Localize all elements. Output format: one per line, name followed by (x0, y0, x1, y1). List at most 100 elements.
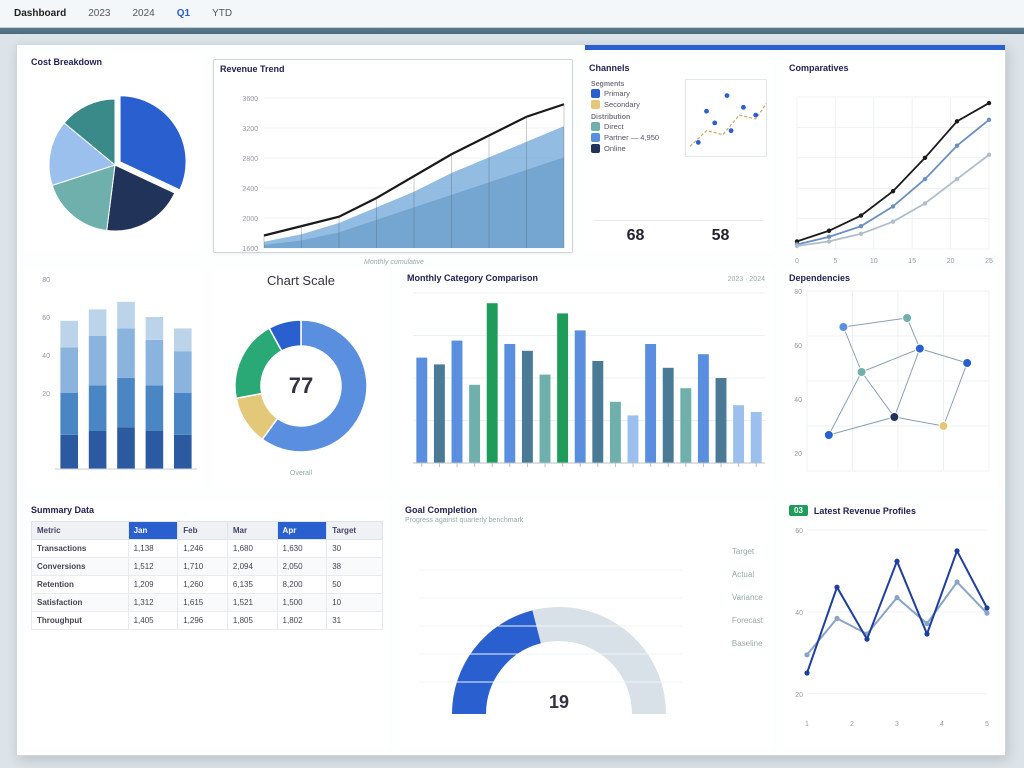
table-cell: 30 (327, 540, 383, 558)
svg-text:2800: 2800 (242, 156, 258, 163)
svg-text:5: 5 (985, 721, 989, 728)
svg-text:3600: 3600 (242, 96, 258, 103)
table-cell: 1,500 (277, 594, 327, 612)
table-cell: 50 (327, 576, 383, 594)
table-row[interactable]: Retention1,2091,2606,1358,20050 (32, 576, 383, 594)
legend-panel: Channels SegmentsPrimarySecondaryDistrib… (583, 59, 773, 253)
table-cell: Conversions (32, 558, 129, 576)
svg-text:5: 5 (833, 258, 837, 265)
table-cell: 1,710 (178, 558, 228, 576)
gauge-title: Goal Completion (399, 501, 773, 517)
dashboard-sheet: Cost Breakdown Revenue Trend 36003200280… (16, 44, 1006, 756)
svg-text:40: 40 (795, 610, 803, 617)
curves-panel: Comparatives 0510152025 (783, 59, 997, 253)
table-cell: Satisfaction (32, 594, 129, 612)
bar-chart-panel: Monthly Category Comparison 2023 · 2024 (399, 269, 773, 487)
table-header[interactable]: Metric (32, 522, 129, 540)
topbar-item-3[interactable]: YTD (212, 8, 232, 19)
table-cell: 1,521 (227, 594, 277, 612)
table-cell: Transactions (32, 540, 129, 558)
svg-text:60: 60 (42, 315, 50, 322)
svg-text:0: 0 (795, 258, 799, 265)
table-header[interactable]: Feb (178, 522, 228, 540)
topbar: Dashboard 2023 2024 Q1 YTD (0, 0, 1024, 28)
table-cell: 1,680 (227, 540, 277, 558)
svg-text:80: 80 (42, 277, 50, 284)
table-cell: 1,296 (178, 612, 228, 630)
gauge-side-label: Target (732, 547, 763, 556)
legend-item-label: Primary (604, 89, 630, 98)
table-cell: 2,050 (277, 558, 327, 576)
gauge-side-label: Baseline (732, 639, 763, 648)
area-title: Revenue Trend (214, 60, 572, 76)
accent-strip (585, 45, 1005, 50)
table-cell: Throughput (32, 612, 129, 630)
svg-text:40: 40 (794, 397, 802, 404)
table-cell: 31 (327, 612, 383, 630)
legend-swatch-icon (591, 100, 600, 109)
network-panel: Dependencies 80604020 (783, 269, 997, 487)
svg-text:19: 19 (549, 692, 569, 712)
svg-text:2000: 2000 (242, 216, 258, 223)
table-row[interactable]: Conversions1,5121,7102,0942,05038 (32, 558, 383, 576)
table-row[interactable]: Throughput1,4051,2961,8051,80231 (32, 612, 383, 630)
table-row[interactable]: Satisfaction1,3121,6151,5211,50010 (32, 594, 383, 612)
legend-item-label: Online (604, 144, 626, 153)
legend-item-label: Direct (604, 122, 624, 131)
spark-badge: 03 (789, 505, 808, 516)
donut-title: Chart Scale (213, 269, 389, 290)
curves-title: Comparatives (783, 59, 997, 75)
legend-swatch-icon (591, 122, 600, 131)
topbar-item-1[interactable]: 2024 (132, 8, 154, 19)
spark-panel: 03 Latest Revenue Profiles 60402012345 (783, 501, 997, 747)
legend-item-label: Secondary (604, 100, 640, 109)
bar-title: Monthly Category Comparison (407, 271, 538, 285)
table-cell: 38 (327, 558, 383, 576)
pie-panel: Cost Breakdown (25, 53, 203, 253)
donut-footer: Overall (213, 468, 389, 477)
svg-text:3200: 3200 (242, 126, 258, 133)
table-panel: Summary Data MetricJanFebMarAprTargetTra… (25, 501, 389, 747)
table-cell: 1,209 (128, 576, 178, 594)
kpi-right: 58 (712, 227, 730, 245)
svg-text:3: 3 (895, 721, 899, 728)
svg-text:20: 20 (795, 692, 803, 699)
svg-text:20: 20 (42, 391, 50, 398)
table-cell: 1,312 (128, 594, 178, 612)
table-cell: 1,260 (178, 576, 228, 594)
table-cell: 1,405 (128, 612, 178, 630)
gauge-subtitle: Progress against quarterly benchmark (399, 517, 773, 524)
table-header[interactable]: Jan (128, 522, 178, 540)
svg-text:1: 1 (805, 721, 809, 728)
svg-text:2400: 2400 (242, 186, 258, 193)
legend-swatch-icon (591, 133, 600, 142)
topbar-item-0[interactable]: 2023 (88, 8, 110, 19)
table-header[interactable]: Mar (227, 522, 277, 540)
summary-table: MetricJanFebMarAprTargetTransactions1,13… (31, 521, 383, 630)
svg-text:1600: 1600 (242, 246, 258, 253)
legend-title: Channels (583, 59, 773, 75)
svg-text:10: 10 (870, 258, 878, 265)
topbar-item-2[interactable]: Q1 (177, 8, 190, 19)
kpi-left: 68 (627, 227, 645, 245)
table-header[interactable]: Target (327, 522, 383, 540)
table-cell: 1,630 (277, 540, 327, 558)
svg-text:25: 25 (985, 258, 993, 265)
table-row[interactable]: Transactions1,1381,2461,6801,63030 (32, 540, 383, 558)
table-cell: 1,615 (178, 594, 228, 612)
svg-text:15: 15 (908, 258, 916, 265)
area-panel: Revenue Trend 360032002800240020001600Mo… (213, 59, 573, 253)
table-cell: 1,138 (128, 540, 178, 558)
table-cell: 2,094 (227, 558, 277, 576)
table-cell: 1,805 (227, 612, 277, 630)
legend-swatch-icon (591, 89, 600, 98)
table-cell: 10 (327, 594, 383, 612)
table-cell: 1,512 (128, 558, 178, 576)
table-cell: 6,135 (227, 576, 277, 594)
pie-title: Cost Breakdown (25, 53, 203, 69)
bar-legend: 2023 · 2024 (728, 276, 765, 283)
table-header[interactable]: Apr (277, 522, 327, 540)
svg-text:40: 40 (42, 353, 50, 360)
svg-text:20: 20 (947, 258, 955, 265)
gauge-side-label: Actual (732, 570, 763, 579)
